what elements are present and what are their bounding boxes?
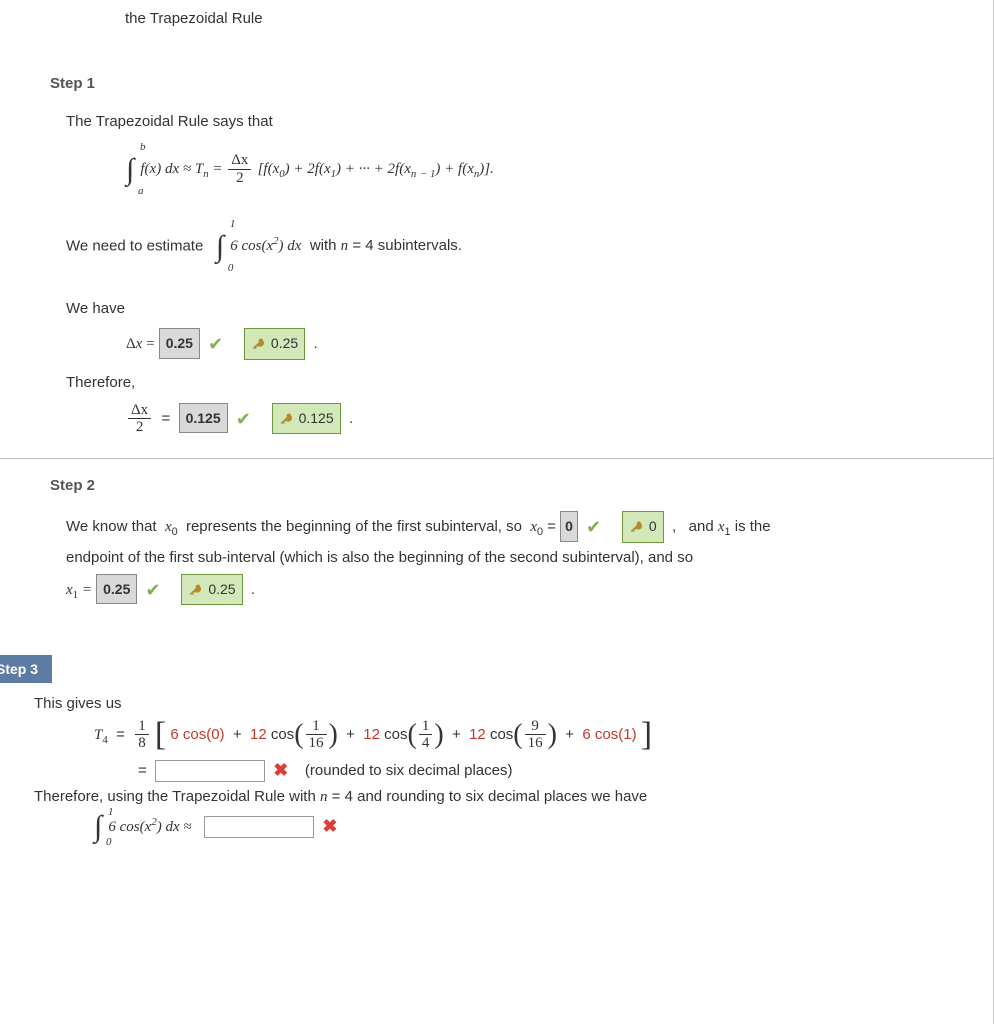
bracket-l: [: [155, 716, 166, 753]
dx-over-2: Δx 2: [228, 152, 251, 186]
key-icon: [188, 577, 204, 604]
trapezoidal-formula: ∫ b a f(x) dx ≈ Tn = Δx 2 [f(x0) + 2f(x1…: [126, 141, 943, 198]
step2-text3: endpoint of the first sub-interval (whic…: [66, 544, 943, 573]
key-icon: [629, 514, 645, 541]
int-lb: a: [138, 181, 144, 202]
x1-label: x1 =: [66, 582, 92, 598]
integral-symbol: ∫ b a: [126, 141, 134, 198]
dx-answer-grey: 0.25: [159, 328, 200, 359]
t4-result-row: = ✖ (rounded to six decimal places): [138, 760, 943, 782]
x0-grey: 0: [560, 511, 578, 542]
step3-banner: Step 3: [0, 655, 52, 683]
x0-green: 0: [622, 511, 664, 543]
dx2-row: Δx 2 = 0.125 ✔ 0.125 .: [126, 402, 943, 436]
step1-line2: We need to estimate ∫ 1 0 6 cos(x2) dx w…: [66, 218, 943, 275]
title-fragment: the Trapezoidal Rule: [50, 0, 943, 57]
dx2-answer-grey: 0.125: [179, 403, 228, 434]
step3-wrap: Step 3 This gives us T4 = 1 8 [ 6 cos(0)…: [0, 631, 993, 844]
t4-formula: T4 = 1 8 [ 6 cos(0) + 12 cos(116) + 12 c…: [94, 716, 943, 754]
divider: [0, 458, 993, 459]
check-icon: ✔: [208, 327, 223, 361]
step2-label: Step 2: [50, 477, 943, 494]
step2-content: We know that x0 represents the beginning…: [50, 510, 943, 607]
key-icon: [279, 406, 295, 433]
estimate-text: We need to estimate: [66, 237, 203, 254]
final-integral: ∫ 1 0: [94, 810, 102, 844]
dx-label: Δx =: [126, 336, 155, 352]
therefore: Therefore,: [66, 369, 943, 398]
with-n: with n = 4 subintervals.: [310, 237, 462, 254]
formula-lhs: f(x) dx ≈ Tn =: [140, 161, 226, 177]
term-c-coef: 12: [363, 726, 380, 743]
bracket-r: ]: [641, 716, 652, 753]
term-b-coef: 12: [250, 726, 267, 743]
integral2: ∫ 1 0: [216, 218, 224, 275]
dx-answer-green: 0.25: [244, 328, 305, 360]
step3-line3: Therefore, using the Trapezoidal Rule wi…: [34, 788, 943, 806]
step2-text1: We know that x0 represents the beginning…: [66, 518, 556, 535]
step1-content: The Trapezoidal Rule says that ∫ b a f(x…: [50, 108, 943, 436]
page: the Trapezoidal Rule Step 1 The Trapezoi…: [0, 0, 994, 1024]
final-row: ∫ 1 0 6 cos(x2) dx ≈ ✖: [94, 810, 943, 844]
formula-rhs: [f(x0) + 2f(x1) + ··· + 2f(xn − 1) + f(x…: [258, 161, 494, 177]
one-eighth: 1 8: [135, 718, 149, 752]
step2-line1: We know that x0 represents the beginning…: [66, 510, 943, 544]
final-body: 6 cos(x2) dx ≈: [108, 819, 191, 835]
x1-row: x1 = 0.25 ✔ 0.25 .: [66, 573, 943, 607]
step3-content: This gives us T4 = 1 8 [ 6 cos(0) + 12 c…: [0, 695, 993, 844]
t4-label: T4: [94, 727, 108, 743]
this-gives-us: This gives us: [34, 695, 943, 712]
cross-icon: ✖: [273, 760, 288, 781]
key-icon: [251, 331, 267, 358]
t4-result-input[interactable]: [155, 760, 265, 782]
dx-over-2-label: Δx 2: [128, 402, 151, 436]
we-have: We have: [66, 295, 943, 324]
dx-row: Δx = 0.25 ✔ 0.25 .: [126, 327, 943, 361]
check-icon: ✔: [236, 402, 251, 436]
term-e: 6 cos(1): [582, 726, 636, 743]
cross-icon: ✖: [322, 816, 337, 837]
rounded-note: (rounded to six decimal places): [305, 762, 513, 779]
x1-green: 0.25: [181, 574, 242, 606]
step2-text2: , and x1 is the: [668, 518, 771, 535]
x1-grey: 0.25: [96, 574, 137, 605]
int-ub: b: [140, 137, 146, 158]
check-icon: ✔: [146, 573, 161, 607]
check-icon: ✔: [586, 510, 601, 544]
int2-body: 6 cos(x2) dx: [230, 238, 301, 254]
step1-label: Step 1: [50, 75, 943, 92]
term-d-coef: 12: [469, 726, 486, 743]
step1-line1: The Trapezoidal Rule says that: [66, 108, 943, 137]
term-a: 6 cos(0): [170, 726, 224, 743]
final-result-input[interactable]: [204, 816, 314, 838]
dx2-answer-green: 0.125: [272, 403, 341, 435]
